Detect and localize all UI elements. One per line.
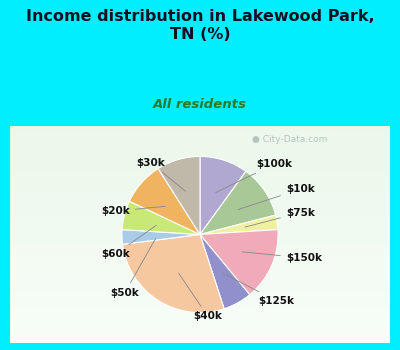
- Bar: [10, 222, 390, 226]
- Bar: [10, 187, 390, 191]
- Bar: [10, 247, 390, 252]
- Bar: [10, 326, 390, 330]
- Bar: [10, 130, 390, 135]
- Bar: [10, 291, 390, 295]
- Bar: [10, 269, 390, 274]
- Bar: [10, 156, 390, 161]
- Text: All residents: All residents: [153, 98, 247, 111]
- Bar: [10, 200, 390, 204]
- Bar: [10, 330, 390, 334]
- Bar: [10, 195, 390, 200]
- Bar: [10, 243, 390, 247]
- Bar: [10, 239, 390, 243]
- Bar: [10, 234, 390, 239]
- Bar: [10, 317, 390, 321]
- Text: $150k: $150k: [242, 252, 322, 263]
- Bar: [10, 321, 390, 326]
- Bar: [10, 300, 390, 304]
- Wedge shape: [129, 169, 200, 234]
- Bar: [10, 169, 390, 174]
- Bar: [10, 230, 390, 235]
- Wedge shape: [200, 172, 276, 234]
- Bar: [10, 282, 390, 287]
- Bar: [10, 204, 390, 209]
- Wedge shape: [200, 230, 278, 295]
- Bar: [10, 174, 390, 178]
- Wedge shape: [122, 234, 224, 313]
- Bar: [10, 278, 390, 282]
- Wedge shape: [122, 201, 200, 234]
- Text: $60k: $60k: [101, 225, 156, 259]
- Bar: [10, 304, 390, 308]
- Bar: [10, 178, 390, 182]
- Bar: [10, 213, 390, 217]
- Bar: [10, 256, 390, 260]
- Text: $40k: $40k: [178, 273, 222, 322]
- Bar: [10, 191, 390, 195]
- Text: ● City-Data.com: ● City-Data.com: [252, 135, 327, 144]
- Bar: [10, 165, 390, 169]
- Wedge shape: [200, 156, 246, 235]
- Text: $100k: $100k: [216, 159, 292, 192]
- Bar: [10, 144, 390, 148]
- Bar: [10, 126, 390, 130]
- Text: $20k: $20k: [101, 206, 165, 216]
- Text: $50k: $50k: [110, 238, 156, 298]
- Bar: [10, 217, 390, 222]
- Bar: [10, 265, 390, 269]
- Bar: [10, 209, 390, 213]
- Wedge shape: [158, 156, 200, 235]
- Text: $10k: $10k: [238, 184, 315, 210]
- Bar: [10, 339, 390, 343]
- Bar: [10, 135, 390, 139]
- Bar: [10, 226, 390, 230]
- Wedge shape: [200, 234, 250, 309]
- Bar: [10, 152, 390, 156]
- Bar: [10, 161, 390, 165]
- Bar: [10, 148, 390, 152]
- Bar: [10, 334, 390, 339]
- Text: $30k: $30k: [136, 158, 186, 191]
- Text: $125k: $125k: [223, 273, 294, 306]
- Bar: [10, 260, 390, 265]
- Wedge shape: [122, 230, 200, 244]
- Bar: [10, 287, 390, 291]
- Bar: [10, 308, 390, 313]
- Bar: [10, 295, 390, 300]
- Bar: [10, 313, 390, 317]
- Bar: [10, 252, 390, 256]
- Text: $75k: $75k: [245, 208, 315, 227]
- Text: Income distribution in Lakewood Park,
TN (%): Income distribution in Lakewood Park, TN…: [26, 9, 374, 42]
- Bar: [10, 182, 390, 187]
- Bar: [10, 139, 390, 144]
- Wedge shape: [200, 215, 278, 235]
- Bar: [10, 274, 390, 278]
